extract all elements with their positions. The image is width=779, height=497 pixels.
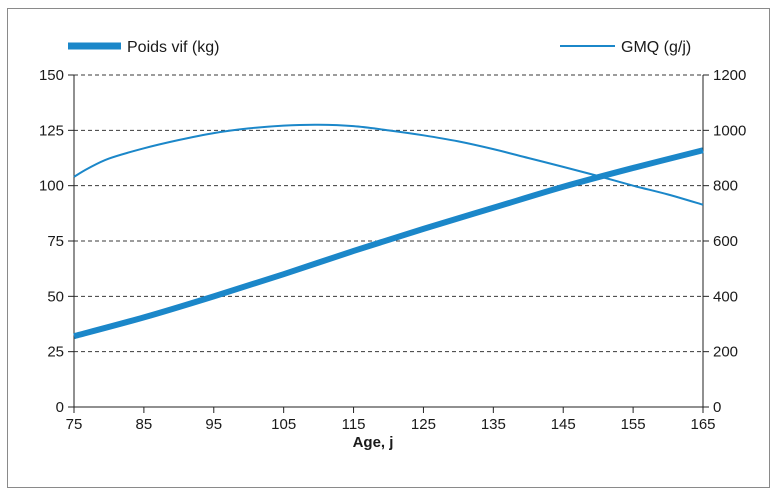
x-tick-115: 115 bbox=[342, 416, 366, 433]
y-left-tick-75: 75 bbox=[47, 233, 64, 250]
tick-labels: 0 25 50 75 100 125 150 0 200 400 600 800 1000 1200 75 8… bbox=[39, 67, 746, 433]
y-right-tick-0: 0 bbox=[713, 399, 721, 416]
x-tick-105: 105 bbox=[271, 416, 296, 433]
y-right-tick-1000: 1000 bbox=[713, 122, 746, 139]
y-left-tick-125: 125 bbox=[39, 122, 64, 139]
y-left-tick-0: 0 bbox=[56, 399, 64, 416]
x-tick-125: 125 bbox=[411, 416, 436, 433]
x-tick-95: 95 bbox=[205, 416, 222, 433]
y-right-tick-400: 400 bbox=[713, 288, 738, 305]
series-lines bbox=[73, 123, 704, 340]
y-left-tick-50: 50 bbox=[47, 288, 64, 305]
legend-label-gmq: GMQ (g/j) bbox=[621, 39, 691, 56]
chart-frame bbox=[7, 8, 770, 488]
y-right-tick-200: 200 bbox=[713, 344, 738, 361]
axes bbox=[68, 74, 709, 413]
y-right-tick-800: 800 bbox=[713, 178, 738, 195]
series-line-poids-vif bbox=[73, 147, 704, 340]
x-tick-85: 85 bbox=[136, 416, 153, 433]
x-tick-75: 75 bbox=[66, 416, 83, 433]
y-right-tick-1200: 1200 bbox=[713, 67, 746, 84]
y-left-tick-100: 100 bbox=[39, 178, 64, 195]
x-tick-155: 155 bbox=[621, 416, 646, 433]
y-left-tick-25: 25 bbox=[47, 344, 64, 361]
x-axis-title: Age, j bbox=[353, 434, 394, 451]
x-tick-135: 135 bbox=[481, 416, 506, 433]
legend: Poids vif (kg) GMQ (g/j) bbox=[68, 39, 691, 56]
x-tick-165: 165 bbox=[690, 416, 715, 433]
y-left-tick-150: 150 bbox=[39, 67, 64, 84]
y-right-tick-600: 600 bbox=[713, 233, 738, 250]
legend-label-weight: Poids vif (kg) bbox=[127, 39, 219, 56]
x-tick-145: 145 bbox=[551, 416, 576, 433]
series-line-gmq bbox=[73, 123, 704, 206]
